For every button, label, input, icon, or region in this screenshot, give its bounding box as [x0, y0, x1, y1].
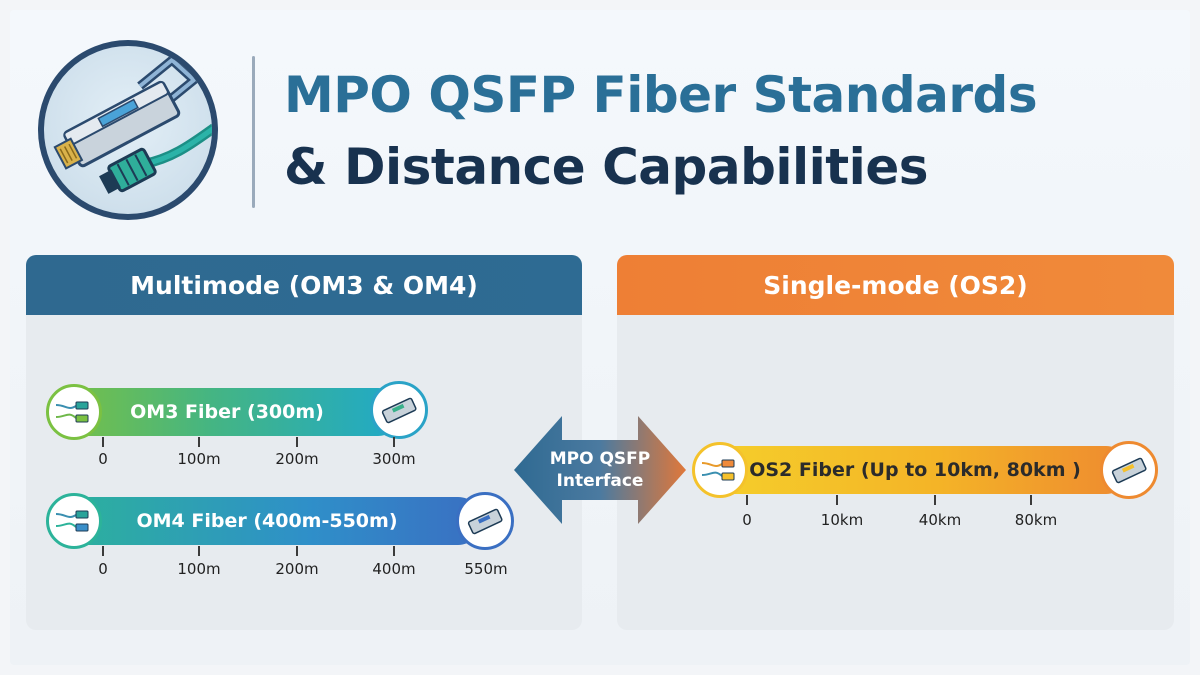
- axis-tick: [296, 437, 298, 447]
- tick-label: 0: [98, 560, 108, 578]
- sfp-module-icon: [1100, 441, 1158, 499]
- singlemode-heading: Single-mode (OS2): [617, 255, 1174, 315]
- interface-arrow: [514, 414, 686, 526]
- tick-label: 100m: [177, 560, 221, 578]
- tick-label: 0: [98, 450, 108, 468]
- page-title-line2: & Distance Capabilities: [284, 138, 929, 196]
- interface-label-line1: MPO QSFP: [549, 449, 651, 469]
- os2-fiber-bar: OS2 Fiber (Up to 10km, 80km ): [700, 446, 1130, 494]
- sfp-module-icon: [370, 381, 428, 439]
- tick-label: 200m: [275, 450, 319, 468]
- cable-connector-icon: [46, 384, 102, 440]
- tick-label: 80km: [1014, 511, 1058, 529]
- singlemode-panel: Single-mode (OS2): [617, 255, 1174, 630]
- om3-fiber-bar: OM3 Fiber (300m): [52, 388, 402, 436]
- tick-label: 0: [742, 511, 752, 529]
- multimode-heading: Multimode (OM3 & OM4): [26, 255, 582, 315]
- axis-tick: [296, 546, 298, 556]
- tick-label: 200m: [275, 560, 319, 578]
- axis-tick: [836, 495, 838, 505]
- sfp-module-icon: [456, 492, 514, 550]
- page-title-line1: MPO QSFP Fiber Standards: [284, 66, 1038, 124]
- axis-tick: [746, 495, 748, 505]
- axis-tick: [198, 546, 200, 556]
- interface-label: MPO QSFP Interface: [514, 448, 686, 492]
- axis-tick: [102, 437, 104, 447]
- cable-connector-icon: [692, 442, 748, 498]
- axis-tick: [198, 437, 200, 447]
- tick-label: 100m: [177, 450, 221, 468]
- axis-tick: [1030, 495, 1032, 505]
- tick-label: 400m: [372, 560, 416, 578]
- axis-tick: [393, 437, 395, 447]
- om4-fiber-bar: OM4 Fiber (400m-550m): [52, 497, 482, 545]
- qsfp-transceiver-icon: [38, 40, 218, 220]
- multimode-panel: Multimode (OM3 & OM4): [26, 255, 582, 630]
- axis-tick: [393, 546, 395, 556]
- tick-label: 300m: [372, 450, 416, 468]
- interface-label-line2: Interface: [556, 471, 644, 491]
- tick-label: 550m: [464, 560, 508, 578]
- tick-label: 10km: [820, 511, 864, 529]
- header-divider: [252, 56, 255, 208]
- tick-label: 40km: [918, 511, 962, 529]
- axis-tick: [934, 495, 936, 505]
- cable-connector-icon: [46, 493, 102, 549]
- axis-tick: [102, 546, 104, 556]
